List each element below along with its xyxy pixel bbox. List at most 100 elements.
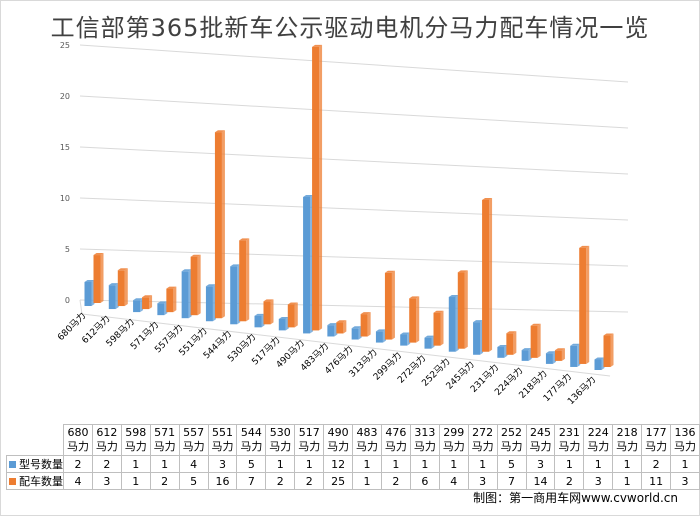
table-value-cell: 2 (91, 455, 122, 473)
legend-swatch-series-2 (9, 477, 16, 485)
bar-series-2 (409, 296, 420, 343)
table-value-cell: 1 (149, 455, 180, 473)
gridline (79, 146, 629, 175)
bar-series-2 (482, 197, 493, 352)
legend-swatch-series-1 (9, 460, 16, 468)
chart-credit: 制图：第一商用车网www.cvworld.cn (473, 491, 678, 505)
table-value-cell: 1 (467, 455, 498, 473)
gridline (79, 197, 629, 221)
table-value-cell: 5 (496, 455, 527, 473)
bar-series-2 (603, 333, 614, 367)
table-value-cell: 1 (612, 472, 643, 490)
bar-series-1 (230, 264, 241, 325)
table-value-cell: 7 (236, 472, 267, 490)
table-row-series-1: 型号数量 2 2 1 1 4 3 5 1 1 12 1 1 1 1 1 5 3 1 1 1 2 1 (6, 455, 700, 473)
table-value-cell: 2 (63, 455, 93, 473)
legend-series-1: 型号数量 (6, 455, 64, 473)
bar-series-2 (287, 302, 298, 328)
bar-series-1 (594, 357, 605, 370)
table-value-cell: 1 (120, 472, 151, 490)
table-category-cell: 177马力 (641, 424, 672, 456)
table-category-cell: 544马力 (236, 424, 267, 456)
y-tick-label: 0 (65, 296, 70, 305)
bar-series-1 (473, 320, 484, 355)
table-category-cell: 224马力 (583, 424, 614, 456)
table-category-cell: 245马力 (525, 424, 556, 456)
bar-series-2 (384, 270, 395, 340)
bar-series-1 (448, 295, 459, 352)
bar-series-2 (214, 130, 225, 319)
bar-series-1 (521, 348, 532, 361)
bar-series-1 (327, 323, 338, 337)
table-value-cell: 25 (323, 472, 354, 490)
table-category-cell: 476马力 (380, 424, 411, 456)
table-value-cell: 3 (207, 455, 238, 473)
table-value-cell: 4 (63, 472, 93, 490)
bar-series-2 (433, 310, 444, 346)
table-category-cell: 218马力 (612, 424, 643, 456)
gridline (79, 44, 629, 83)
table-value-cell: 2 (149, 472, 180, 490)
y-tick-label: 25 (60, 41, 70, 50)
gridline (79, 248, 629, 267)
bar-series-1 (254, 313, 265, 328)
chart-plot: 0510152025680马力612马力598马力571马力557马力551马力… (55, 41, 629, 407)
table-value-cell: 2 (265, 472, 296, 490)
bar-series-2 (336, 320, 347, 334)
table-value-cell: 4 (178, 455, 209, 473)
bar-series-2 (554, 348, 565, 361)
table-value-cell: 3 (583, 472, 614, 490)
table-category-cell: 252马力 (496, 424, 527, 456)
table-category-cell: 517马力 (294, 424, 325, 456)
table-value-cell: 1 (352, 472, 382, 490)
bar-series-1 (84, 279, 95, 306)
table-category-cell: 612马力 (91, 424, 122, 456)
table-category-cell: 313马力 (409, 424, 440, 456)
y-tick-label: 10 (60, 194, 70, 203)
bar-series-1 (375, 329, 386, 343)
gridline (79, 95, 629, 129)
legend-label-series-2: 配车数量 (19, 474, 63, 488)
table-value-cell: 1 (265, 455, 296, 473)
table-header-row: 680马力 612马力 598马力 571马力 557马力 551马力 544马力 530马力… (7, 424, 700, 456)
table-category-cell: 530马力 (265, 424, 296, 456)
table-value-cell: 1 (554, 455, 585, 473)
bar-series-2 (457, 270, 468, 349)
table-value-cell: 11 (641, 472, 672, 490)
bar-series-2 (263, 299, 274, 325)
table-category-cell: 490马力 (323, 424, 354, 456)
table-value-cell: 1 (583, 455, 614, 473)
table-value-cell: 6 (409, 472, 440, 490)
bar-series-1 (351, 326, 362, 340)
table-category-cell: 136马力 (670, 424, 700, 456)
table-category-cell: 551马力 (207, 424, 238, 456)
table-value-cell: 12 (323, 455, 354, 473)
bar-series-1 (157, 301, 168, 316)
bar-series-2 (93, 253, 104, 303)
bar-series-2 (142, 295, 153, 310)
bar-series-2 (117, 268, 128, 307)
bar-series-1 (424, 335, 435, 349)
legend-label-series-1: 型号数量 (19, 457, 63, 471)
table-value-cell: 5 (178, 472, 209, 490)
chart-title: 工信部第365批新车公示驱动电机分马力配车情况一览 (50, 14, 650, 42)
table-value-cell: 3 (467, 472, 498, 490)
table-corner (7, 425, 64, 456)
table-value-cell: 1 (294, 455, 325, 473)
y-tick-label: 5 (65, 245, 70, 254)
table-value-cell: 3 (670, 472, 700, 490)
bar-series-1 (303, 195, 314, 334)
table-value-cell: 3 (525, 455, 556, 473)
y-tick-label: 20 (60, 92, 70, 101)
table-value-cell: 14 (525, 472, 556, 490)
bar-series-1 (108, 283, 119, 310)
table-value-cell: 1 (438, 455, 469, 473)
table-category-cell: 557马力 (178, 424, 209, 456)
bar-series-2 (312, 44, 323, 331)
table-value-cell: 2 (641, 455, 672, 473)
bar-series-2 (239, 238, 250, 322)
y-tick-label: 15 (60, 143, 70, 152)
table-value-cell: 1 (352, 455, 382, 473)
bar-series-2 (190, 254, 201, 316)
bar-series-1 (133, 298, 144, 313)
